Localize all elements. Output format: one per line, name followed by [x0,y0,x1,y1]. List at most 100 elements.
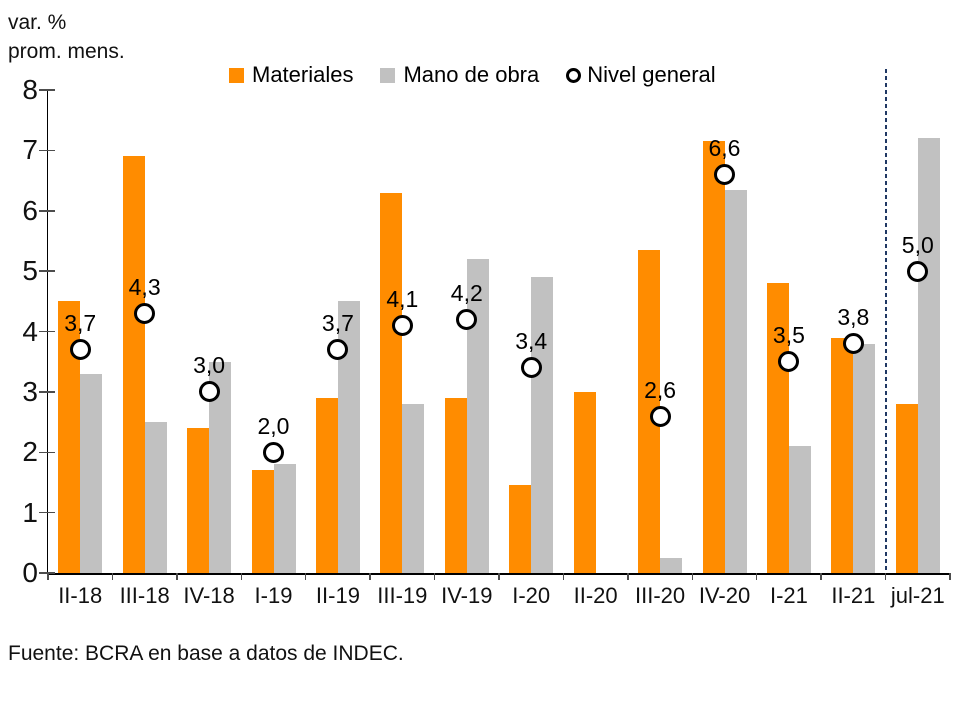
x-axis-label: II-21 [831,583,876,608]
axis-units-title-line2: prom. mens. [8,40,125,63]
x-axis-label: II-18 [58,583,103,608]
nivel-general-marker [198,381,220,403]
nivel-general-marker [714,164,735,186]
bar-mano-de-obra [402,403,425,573]
x-tick [884,573,887,580]
nivel-general-marker [69,339,91,361]
y-tick [39,149,55,152]
x-axis-label: III-19 [377,583,428,608]
nivel-general-value-label: 3,4 [515,328,548,355]
bar-materiales [573,391,596,573]
nivel-general-marker [778,351,800,373]
nivel-general-value-label: 3,7 [321,310,354,337]
bar-materiales [380,192,403,573]
y-tick [39,270,55,272]
bar-materiales [315,397,338,573]
x-tick [498,573,500,580]
bar-mano-de-obra [853,343,876,573]
source-note: Fuente: BCRA en base a datos de INDEC. [8,642,404,665]
x-axis-label: III-18 [119,583,170,608]
nivel-general-marker [520,357,542,379]
bar-mano-de-obra [788,446,811,573]
nivel-general-value-label: 3,5 [772,322,805,349]
bar-mano-de-obra [531,277,554,573]
materiales-swatch-icon [229,67,244,83]
nivel-general-value-label: 3,8 [837,304,870,331]
nivel-general-value-label: 3,7 [64,310,97,337]
y-tick-label: 7 [22,134,38,166]
x-tick [176,573,178,580]
nivel-general-marker [391,314,413,336]
y-tick [39,391,55,393]
forecast-separator-line [884,69,887,573]
nivel-general-marker [907,260,929,282]
y-tick-label: 2 [22,436,38,468]
x-tick [755,573,758,580]
x-tick [240,573,243,580]
x-tick [691,573,694,580]
nivel-general-circle-icon [566,67,582,83]
nivel-general-marker [842,333,864,355]
x-tick [111,573,114,580]
y-tick-label: 4 [22,315,38,347]
x-tick [627,573,629,580]
bar-materiales [831,337,854,573]
legend-label-materiales: Materiales [252,62,354,87]
nivel-general-value-label: 4,3 [128,273,161,300]
x-axis-label: IV-19 [441,583,493,608]
x-tick [949,573,951,580]
bar-mano-de-obra [144,422,167,573]
y-tick-label: 8 [22,74,38,105]
nivel-general-marker [649,405,671,427]
y-tick-label: 1 [22,496,38,528]
axis-units-title: var. % prom. mens. [8,8,125,66]
legend-label-nivel-general: Nivel general [587,62,716,87]
y-tick [39,89,55,91]
bar-materiales [444,397,467,573]
axis-units-title-line1: var. % [8,11,67,34]
y-axis-line [46,90,48,575]
x-axis-label: IV-18 [183,583,235,608]
bar-materiales [187,428,210,573]
x-axis-label: IV-20 [698,583,751,608]
y-tick-label: 0 [22,557,38,588]
bar-materiales [895,403,918,573]
bar-mano-de-obra [80,373,103,573]
bar-mano-de-obra [337,301,360,573]
nivel-general-value-label: 5,0 [901,231,934,258]
x-axis-label: I-19 [254,583,293,608]
bar-materiales [58,301,81,573]
y-tick [39,330,55,333]
nivel-general-value-label: 6,6 [708,135,741,162]
x-axis-label: I-20 [512,583,551,608]
x-axis-label: III-20 [634,583,686,608]
bar-materiales [509,485,532,573]
y-tick [39,210,55,212]
x-axis-label: II-20 [573,583,618,608]
y-tick [39,451,55,453]
bar-materiales [702,141,725,573]
legend-label-mano-de-obra: Mano de obra [403,62,540,87]
nivel-general-marker [456,308,478,330]
bar-mano-de-obra [209,361,232,573]
y-tick-label: 6 [22,194,38,226]
x-tick [369,573,371,580]
bar-materiales [122,156,145,573]
nivel-general-value-label: 3,0 [193,352,226,379]
mano-de-obra-swatch-icon [380,67,396,83]
legend-item-materiales: Materiales [229,62,353,88]
y-tick-label: 3 [22,375,38,407]
nivel-general-value-label: 2,0 [257,412,290,439]
bar-mano-de-obra [466,259,489,573]
bar-mano-de-obra [917,138,940,573]
x-tick [820,573,822,580]
y-tick [39,511,55,514]
legend-item-nivel-general: Nivel general [566,62,716,88]
nivel-general-marker [134,302,156,324]
x-tick [304,573,307,580]
legend-item-mano-de-obra: Mano de obra [380,62,539,88]
x-axis-label: II-19 [315,583,360,608]
nivel-general-value-label: 2,6 [644,376,677,403]
